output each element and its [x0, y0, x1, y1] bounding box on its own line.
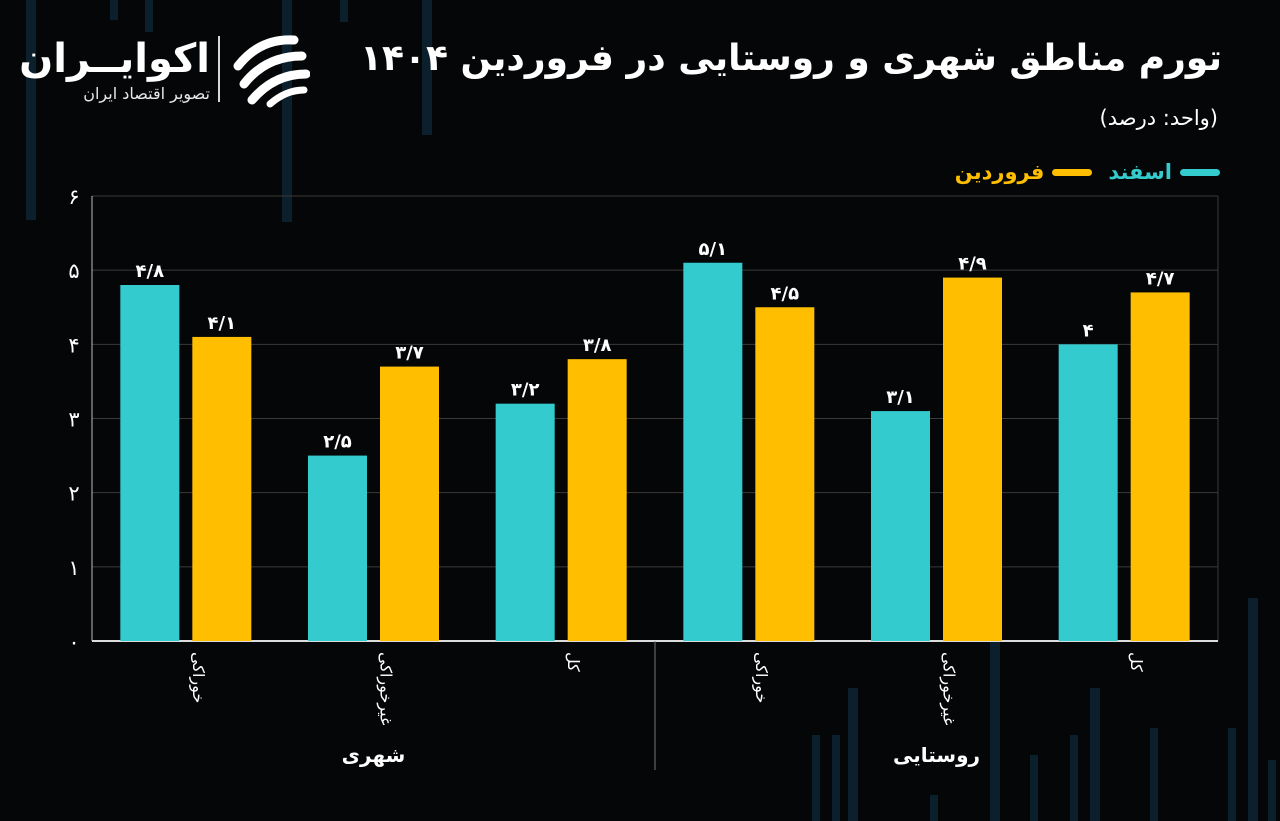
category-label: غیرخوراکی — [939, 652, 959, 725]
legend-swatch-esfand — [1180, 168, 1220, 176]
brand-logo[interactable]: اکوایــران تصویر اقتصاد ایران — [19, 30, 310, 110]
y-tick-label: ۲ — [68, 482, 79, 506]
data-label-farvardin: ۴/۵ — [771, 283, 800, 304]
bar-farvardin — [192, 336, 252, 641]
legend: اسفند فروردین — [955, 160, 1220, 184]
legend-item-esfand: اسفند — [1108, 160, 1220, 184]
y-tick-label: ۳ — [68, 408, 79, 432]
bar-esfand — [120, 285, 180, 641]
bar-farvardin — [755, 307, 815, 641]
data-label-farvardin: ۳/۸ — [583, 335, 612, 356]
bar-esfand — [1058, 344, 1118, 641]
brand-swoosh-icon — [233, 35, 310, 108]
category-label: کل — [1127, 652, 1146, 672]
data-label-esfand: ۲/۵ — [323, 432, 352, 453]
data-label-esfand: ۳/۲ — [511, 380, 540, 401]
legend-label-farvardin: فروردین — [954, 160, 1045, 184]
data-label-farvardin: ۴/۱ — [208, 313, 237, 334]
data-label-esfand: ۳/۱ — [886, 387, 915, 408]
bar-farvardin — [380, 366, 439, 641]
data-label-farvardin: ۳/۷ — [395, 343, 424, 364]
y-tick-label: ۰ — [68, 630, 79, 654]
category-label: خوراکی — [751, 652, 771, 703]
bar-farvardin — [943, 277, 1002, 641]
bar-farvardin — [567, 359, 627, 641]
data-label-farvardin: ۴/۷ — [1146, 268, 1175, 289]
brand-name: اکوایــران — [19, 36, 210, 82]
logo-divider — [218, 36, 220, 102]
legend-item-farvardin: فروردین — [955, 160, 1093, 184]
group-label: شهری — [342, 743, 406, 767]
category-label: خوراکی — [188, 652, 208, 703]
y-tick-label: ۵ — [68, 259, 79, 283]
data-label-esfand: ۴/۸ — [136, 261, 165, 282]
data-label-esfand: ۴ — [1083, 320, 1094, 341]
category-label: غیرخوراکی — [376, 652, 396, 725]
brand-tagline: تصویر اقتصاد ایران — [83, 84, 210, 103]
legend-label-esfand: اسفند — [1108, 160, 1172, 184]
bar-esfand — [308, 455, 367, 641]
y-tick-label: ۱ — [68, 556, 79, 580]
chart-title: تورم مناطق شهری و روستایی در فروردین ۱۴۰… — [360, 38, 1222, 79]
legend-swatch-farvardin — [1052, 168, 1093, 176]
group-label: روستایی — [893, 743, 980, 767]
y-tick-label: ۶ — [68, 185, 79, 209]
bar-esfand — [683, 262, 743, 641]
category-label: کل — [564, 652, 583, 672]
y-tick-label: ۴ — [68, 333, 79, 357]
unit-label: (واحد: درصد) — [1099, 106, 1218, 130]
data-label-esfand: ۵/۱ — [699, 239, 728, 260]
bar-esfand — [495, 403, 555, 641]
bar-farvardin — [1130, 292, 1190, 641]
bar-esfand — [871, 411, 930, 641]
data-label-farvardin: ۴/۹ — [958, 254, 987, 275]
